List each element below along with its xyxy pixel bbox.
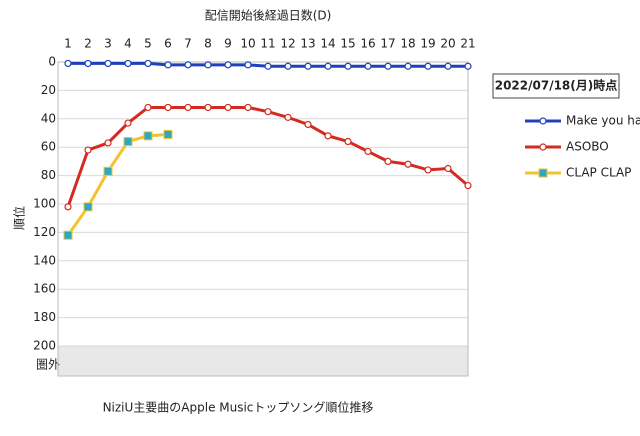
point — [64, 203, 72, 211]
point — [143, 131, 153, 141]
y-tick-label: 200 — [33, 339, 56, 353]
x-tick-label: 14 — [320, 37, 335, 51]
point — [64, 59, 72, 68]
x-tick-label: 5 — [144, 37, 152, 51]
point — [184, 103, 192, 112]
point — [164, 61, 172, 69]
point — [124, 119, 132, 127]
point — [244, 103, 252, 112]
legend-label: CLAP CLAP — [566, 166, 631, 180]
point — [84, 146, 92, 154]
point — [264, 62, 272, 70]
y-tick-label: 100 — [33, 197, 56, 211]
x-tick-label: 3 — [104, 37, 112, 51]
y-axis-title: 順位 — [12, 206, 27, 230]
point — [204, 61, 212, 69]
y-tick-label: 80 — [41, 168, 56, 182]
y-tick-label: 120 — [33, 225, 56, 239]
point — [304, 120, 312, 129]
point — [144, 59, 152, 68]
point — [384, 157, 392, 165]
point — [123, 137, 133, 147]
out-of-range-band — [58, 346, 468, 376]
x-tick-label: 11 — [260, 37, 275, 51]
point — [324, 132, 332, 140]
point — [103, 166, 113, 176]
point — [404, 160, 412, 168]
point — [364, 62, 372, 70]
x-tick-label: 16 — [360, 37, 375, 51]
x-tick-label: 15 — [340, 37, 355, 51]
point — [344, 137, 352, 146]
x-tick-label: 6 — [164, 37, 172, 51]
point — [224, 103, 232, 112]
point — [63, 230, 73, 240]
x-tick-label: 18 — [400, 37, 415, 51]
y-tick-label: 160 — [33, 282, 56, 296]
out-of-range-label: 圏外 — [36, 358, 60, 372]
point — [83, 202, 93, 212]
x-tick-label: 17 — [380, 37, 395, 51]
y-tick-label: 180 — [33, 310, 56, 324]
point — [284, 113, 292, 121]
point — [424, 166, 432, 174]
point — [164, 103, 172, 112]
point — [144, 103, 152, 112]
caption: NiziU主要曲のApple Musicトップソング順位推移 — [103, 400, 374, 415]
point — [344, 62, 352, 70]
point — [424, 62, 432, 70]
x-tick-label: 13 — [300, 37, 315, 51]
point — [204, 103, 212, 112]
legend-marker — [539, 117, 547, 125]
point — [444, 164, 452, 173]
point — [224, 61, 232, 69]
point — [264, 108, 272, 116]
x-tick-label: 9 — [224, 37, 232, 51]
point — [364, 147, 372, 156]
plot-frame — [57, 61, 469, 377]
x-tick-label: 4 — [124, 37, 132, 51]
point — [104, 59, 112, 68]
point — [124, 59, 132, 68]
point — [444, 62, 452, 70]
x-tick-label: 8 — [204, 37, 212, 51]
point — [184, 61, 192, 69]
point — [464, 181, 472, 190]
y-tick-label: 40 — [41, 111, 56, 125]
point — [244, 61, 252, 69]
point — [304, 62, 312, 70]
series-line — [66, 132, 169, 237]
x-tick-label: 7 — [184, 37, 192, 51]
x-tick-label: 19 — [420, 37, 435, 51]
x-tick-label: 20 — [440, 37, 455, 51]
point — [464, 62, 472, 70]
point — [324, 62, 332, 70]
x-tick-label: 21 — [460, 37, 475, 51]
x-tick-label: 10 — [240, 37, 255, 51]
point — [84, 59, 92, 68]
legend-marker — [539, 143, 547, 151]
point — [163, 129, 173, 139]
legend-marker — [538, 168, 548, 178]
y-tick-label: 0 — [48, 55, 56, 69]
y-tick-label: 60 — [41, 140, 56, 154]
point — [404, 62, 412, 70]
legend-label: Make you happy — [566, 114, 640, 128]
annotation: 2022/07/18(月)時点 — [495, 78, 618, 93]
x-tick-label: 1 — [64, 37, 72, 51]
annotation-box — [492, 73, 620, 99]
point — [384, 62, 392, 70]
y-tick-label: 20 — [41, 83, 56, 97]
y-tick-label: 140 — [33, 253, 56, 267]
x-tick-label: 2 — [84, 37, 92, 51]
point — [284, 62, 292, 70]
legend-label: ASOBO — [566, 140, 609, 154]
x-axis-title: 配信開始後経過日数(D) — [205, 8, 332, 23]
x-tick-label: 12 — [280, 37, 295, 51]
point — [104, 139, 112, 147]
